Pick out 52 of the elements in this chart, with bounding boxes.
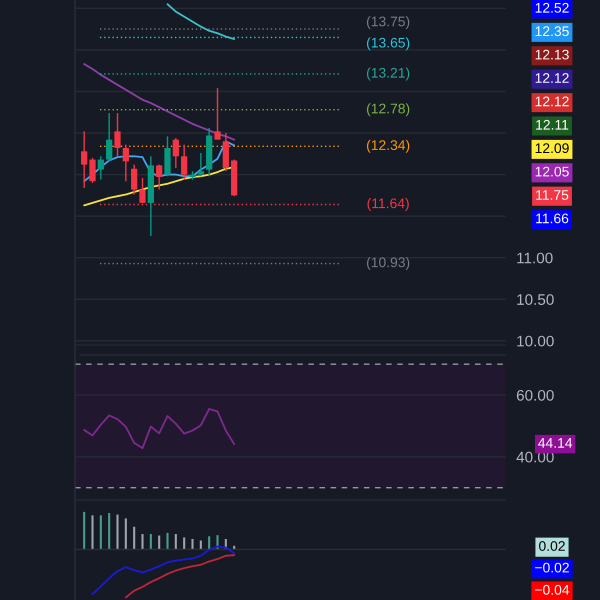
line-series xyxy=(83,63,236,141)
candlestick xyxy=(98,156,104,180)
candlestick xyxy=(89,157,96,184)
bar xyxy=(166,532,169,550)
text: 12.12 xyxy=(536,73,569,83)
ref-line-label: (13.65) xyxy=(366,37,410,50)
text: 12.13 xyxy=(536,50,569,60)
text: 12.35 xyxy=(536,26,569,36)
candlestick xyxy=(106,112,112,162)
candlestick xyxy=(81,130,88,189)
line-series xyxy=(83,140,236,182)
bar xyxy=(133,526,136,550)
text: 11.75 xyxy=(536,190,568,200)
text: 44.14 xyxy=(538,438,572,448)
bar xyxy=(91,515,94,550)
y-tick-label: 10.00 xyxy=(517,336,554,347)
y-tick-label: 10.50 xyxy=(517,294,554,305)
y-tick-label: 11.00 xyxy=(517,252,553,264)
ref-line-label: (11.64) xyxy=(368,198,409,211)
line-series xyxy=(83,408,236,450)
bar xyxy=(116,514,119,550)
text: 12.09 xyxy=(536,143,569,154)
ref-line-label: (10.93) xyxy=(366,257,410,270)
candlestick xyxy=(181,144,188,180)
ref-line-label: (13.75) xyxy=(366,16,410,30)
candlestick xyxy=(214,87,221,140)
candlestick xyxy=(131,164,138,196)
text: 0.02 xyxy=(539,541,565,551)
text: 11.66 xyxy=(536,213,568,224)
bar xyxy=(83,512,86,550)
text: 12.12 xyxy=(536,96,569,106)
ref-line-label: (13.21) xyxy=(366,68,410,80)
candlestick xyxy=(114,112,121,157)
text: −0.02 xyxy=(535,562,569,573)
line-series xyxy=(166,3,236,40)
candlestick xyxy=(172,137,179,169)
ref-line-label: (12.34) xyxy=(366,140,410,153)
bar xyxy=(174,534,177,550)
y-tick-label: 60.00 xyxy=(516,390,554,401)
bar xyxy=(124,518,127,550)
bar xyxy=(108,513,110,550)
text: −0.04 xyxy=(535,584,570,595)
candlestick xyxy=(122,144,129,182)
candlestick xyxy=(198,152,204,177)
bar xyxy=(150,534,152,550)
text: 12.11 xyxy=(536,120,568,130)
bar xyxy=(141,534,144,550)
text: 12.52 xyxy=(536,2,569,13)
text: 12.05 xyxy=(536,166,569,177)
candlestick xyxy=(156,164,162,190)
ref-line-label: (12.78) xyxy=(366,103,410,116)
bar xyxy=(100,515,102,550)
